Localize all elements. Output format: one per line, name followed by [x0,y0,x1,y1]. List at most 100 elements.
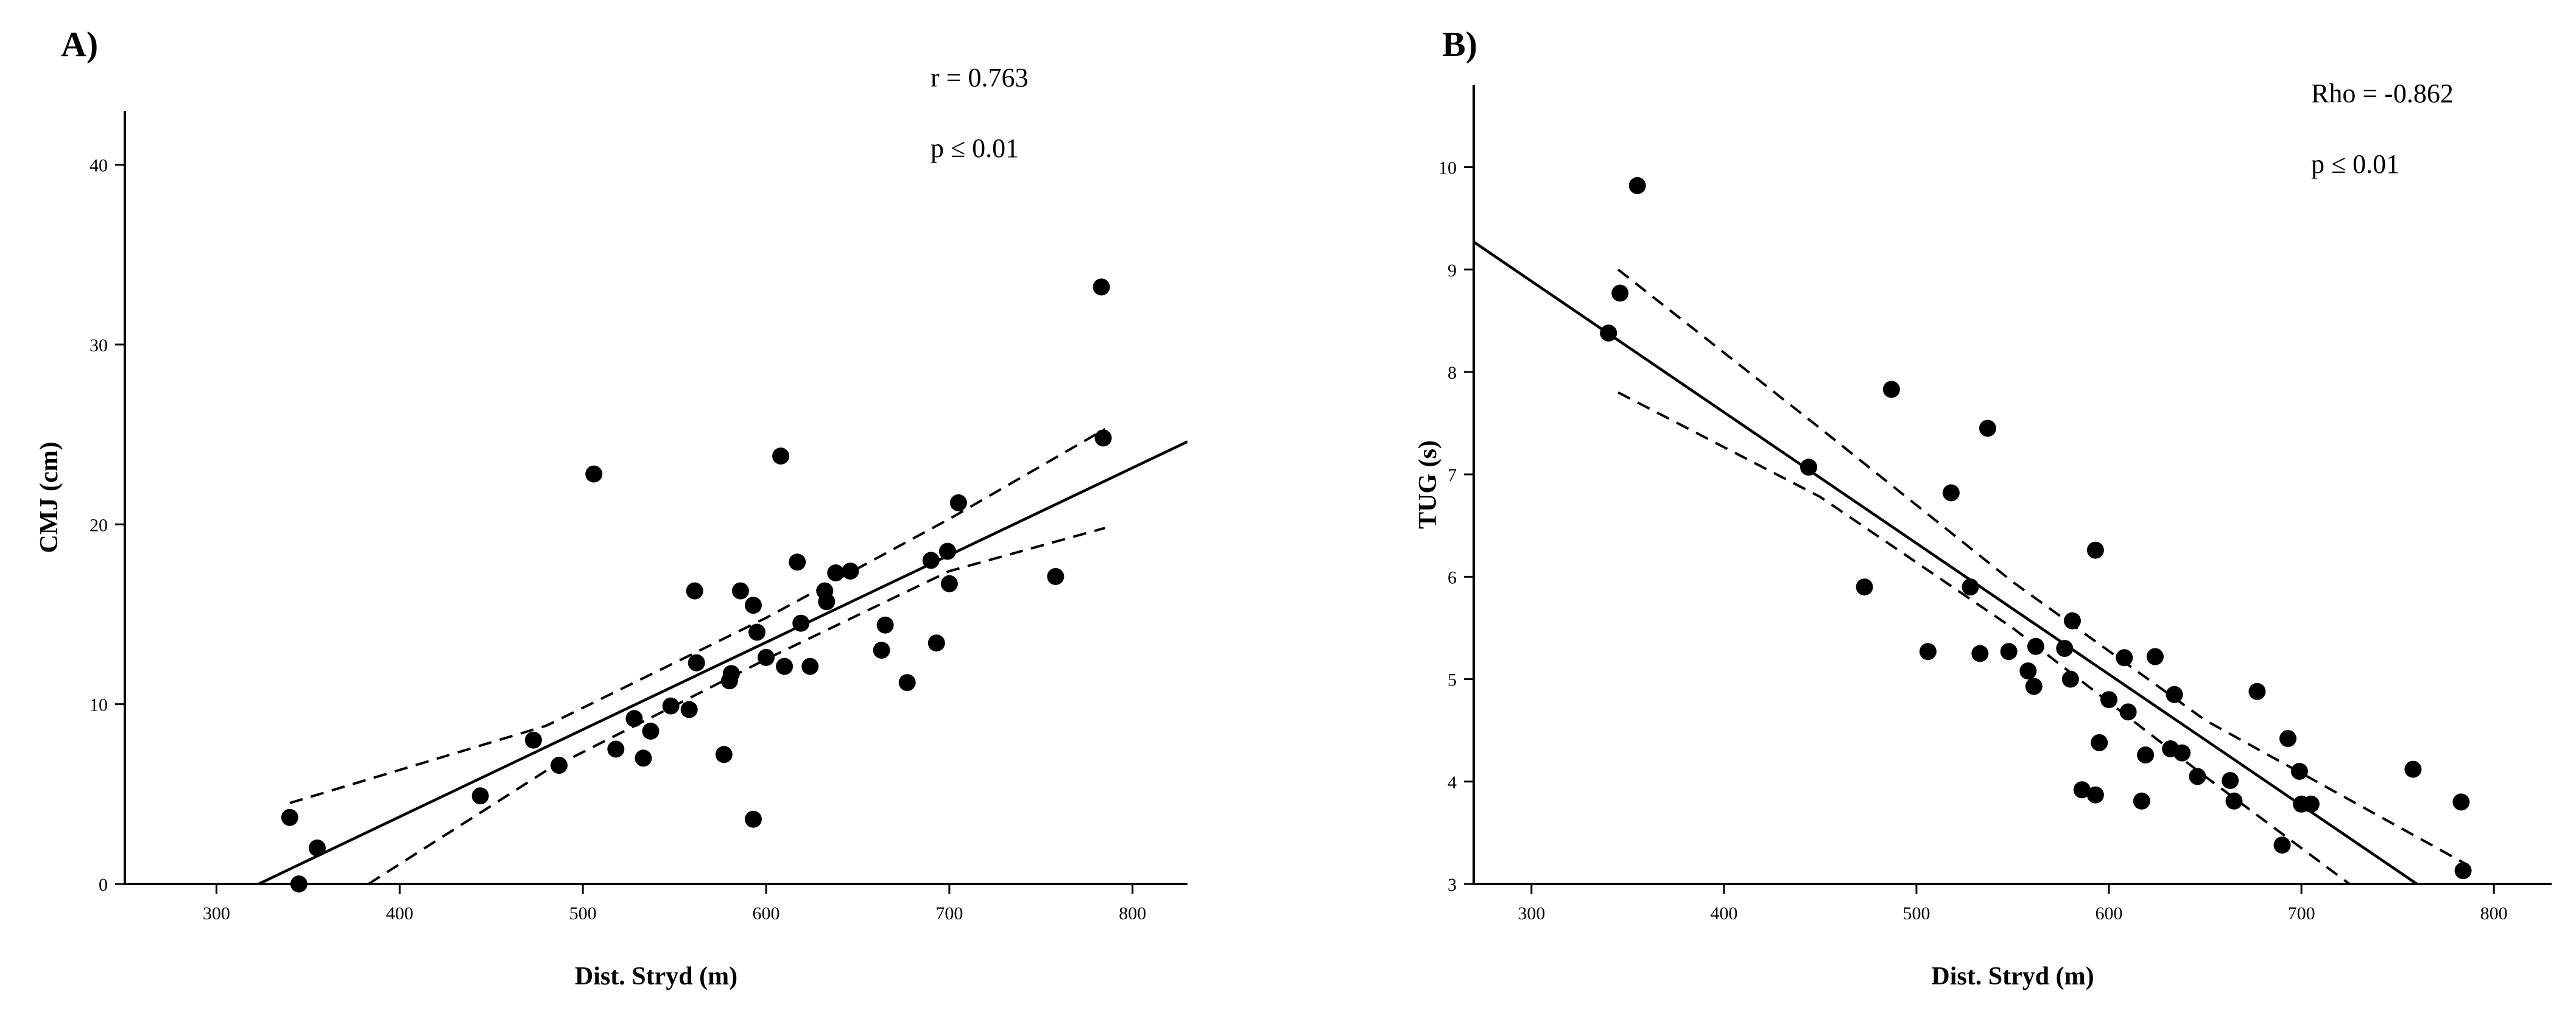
data-point [1962,578,1979,596]
data-point [290,875,308,893]
data-point [2100,691,2117,709]
data-point [585,465,603,483]
data-point [2027,637,2044,655]
data-point [745,597,762,614]
x-tick-label: 700 [2288,903,2315,924]
x-tick-label: 600 [2096,903,2123,924]
data-point [2273,836,2291,854]
x-tick-label: 300 [203,903,230,924]
data-point [1979,419,1996,437]
panel-b-tug-chart: 300 400 500 600 700 800 3 4 5 6 7 8 9 10 Dist. Stryd (… [1414,24,2552,991]
confidence-band-lower [368,527,1106,884]
data-point [2086,786,2104,804]
data-point [2064,612,2081,629]
data-point [949,494,967,511]
data-point [2073,781,2091,799]
data-point [842,563,859,580]
data-point [722,665,740,682]
data-point [873,642,890,659]
x-tick-label: 400 [386,903,413,924]
data-point [2222,772,2239,790]
data-point [818,593,836,611]
data-point [2404,760,2422,778]
panel-a-cmj-chart: 300 400 500 600 700 800 0 10 20 30 40 Dist. Stryd (… [35,24,1188,991]
data-point [607,740,625,758]
data-point [2116,649,2133,667]
data-point [642,723,660,740]
x-tick-label: 500 [1902,903,1930,924]
p-value-annotation: p ≤ 0.01 [931,133,1019,163]
data-point [2452,793,2470,811]
y-tick-label: 3 [1448,875,1457,895]
x-tick-label: 600 [753,903,780,924]
y-axis-title: CMJ (cm) [35,441,63,553]
data-point [2019,662,2037,680]
y-tick-label: 7 [1448,465,1457,485]
data-point [662,697,680,715]
y-tick-label: 6 [1448,567,1457,587]
data-point [1600,324,1617,342]
correlation-annotation: Rho = -0.862 [2311,79,2454,108]
data-point [2086,541,2104,559]
data-point [471,787,489,805]
panel-label: A) [61,24,98,64]
data-point [1093,278,1110,296]
x-tick-label: 300 [1518,903,1545,924]
data-point [731,582,749,600]
data-point [2061,670,2079,688]
x-tick-label: 700 [935,903,963,924]
confidence-band-lower [1617,391,2351,884]
p-value-annotation: p ≤ 0.01 [2311,149,2399,179]
data-point [2025,678,2043,695]
data-point [308,839,326,857]
data-point [940,575,958,592]
data-point [2173,744,2191,762]
y-tick-label: 8 [1448,363,1457,383]
data-point [1919,643,1937,661]
y-tick-label: 20 [90,515,108,535]
data-point [801,658,819,675]
data-point [2225,792,2243,810]
x-axis-title: Dist. Stryd (m) [575,963,737,991]
y-tick-label: 9 [1448,261,1457,281]
panel-label: B) [1442,24,1477,64]
data-point [748,623,765,641]
data-point [776,658,794,675]
data-point [745,810,762,828]
data-point [2248,682,2266,700]
data-point [715,746,733,763]
y-tick-label: 0 [99,875,108,895]
y-tick-label: 5 [1448,670,1457,690]
x-tick-label: 500 [569,903,597,924]
data-point [2290,763,2308,780]
data-point [938,542,956,560]
data-point [281,808,298,826]
y-axis-title: TUG (s) [1414,440,1442,529]
y-tick-label: 10 [90,695,108,715]
y-tick-label: 30 [90,335,108,356]
data-point [1882,381,1900,398]
data-point [524,731,542,749]
y-tick-label: 40 [90,156,108,176]
x-axis-title: Dist. Stryd (m) [1931,963,2094,991]
data-point [680,701,698,718]
data-point [1800,458,1817,476]
confidence-band-upper [1617,268,2466,865]
data-point [789,553,806,571]
data-point [688,654,705,672]
data-point [625,710,643,728]
data-point [1628,177,1646,194]
data-point [2189,768,2206,785]
data-point [686,582,703,600]
data-point [827,564,845,581]
data-point [772,447,790,465]
data-point [898,674,916,692]
data-point [1856,578,1873,596]
data-point [2279,730,2296,748]
data-point [2119,703,2137,721]
data-point [551,757,568,774]
correlation-annotation: r = 0.763 [931,63,1028,93]
data-point [1611,284,1629,302]
regression-line [1474,240,2418,884]
